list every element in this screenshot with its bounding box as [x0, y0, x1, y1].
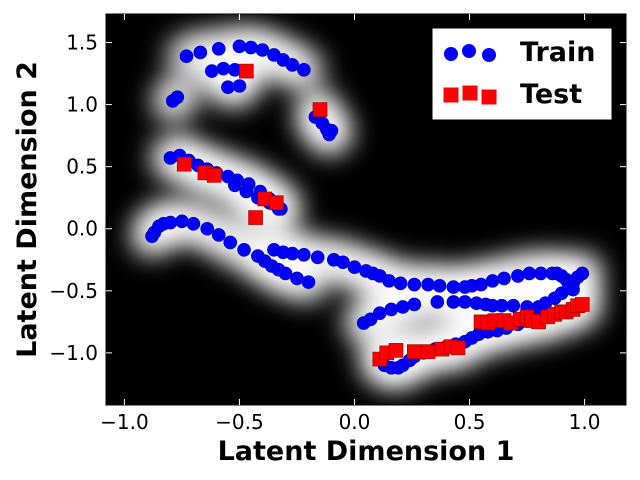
test-point	[312, 102, 328, 117]
train-point	[255, 43, 270, 57]
y-tick-label: −0.5	[49, 279, 98, 303]
test-point	[574, 297, 590, 312]
train-point	[446, 295, 461, 309]
legend-train-marker	[482, 48, 496, 62]
x-axis-label: Latent Dimension 1	[218, 436, 515, 467]
y-tick-label: 0.0	[66, 217, 98, 241]
legend-train-marker	[462, 44, 476, 58]
legend-train-marker	[444, 47, 458, 61]
test-point	[239, 63, 254, 79]
train-point	[407, 297, 422, 312]
train-point	[522, 266, 537, 281]
train-point	[232, 79, 247, 93]
train-point	[223, 235, 238, 250]
train-point	[193, 45, 208, 60]
train-point	[446, 280, 461, 294]
legend-box	[431, 27, 613, 121]
legend-test-marker	[481, 89, 497, 105]
train-point	[310, 250, 325, 265]
x-axis-ticks: −1.0 −0.5 0.0 0.5 1.0	[100, 14, 600, 434]
x-tick-label: 0.0	[339, 410, 371, 434]
train-point	[373, 306, 387, 320]
x-tick-label: 1.0	[569, 410, 601, 434]
train-point	[421, 277, 435, 292]
train-point	[458, 295, 472, 309]
train-point	[297, 63, 311, 77]
train-point	[211, 41, 226, 56]
train-point	[244, 40, 258, 55]
legend-label-test: Test	[520, 79, 582, 110]
train-point	[278, 266, 293, 281]
train-point	[216, 61, 231, 76]
y-tick-label: 0.5	[66, 155, 98, 179]
train-point	[290, 271, 304, 286]
train-point	[506, 298, 521, 313]
train-point	[221, 80, 235, 95]
test-point	[450, 340, 466, 356]
train-point	[497, 271, 511, 286]
test-point	[388, 343, 404, 358]
train-point	[175, 214, 189, 229]
train-point	[200, 221, 215, 236]
scatter-points	[145, 39, 590, 375]
test-point	[206, 168, 222, 183]
x-tick-label: 0.5	[454, 410, 486, 434]
test-point	[176, 156, 192, 172]
train-point	[186, 216, 201, 231]
train-point	[474, 277, 488, 292]
legend-label-train: Train	[520, 37, 595, 68]
train-point	[237, 243, 251, 257]
y-tick-label: −1.0	[49, 341, 98, 365]
train-point	[285, 58, 300, 72]
train-point	[396, 300, 410, 314]
train-point	[336, 255, 350, 270]
train-point	[494, 298, 509, 313]
train-point	[211, 228, 226, 242]
train-point	[407, 277, 422, 292]
y-axis-label: Latent Dimension 2	[12, 61, 43, 358]
train-point	[228, 178, 242, 193]
train-point	[575, 266, 590, 281]
legend-test-marker	[462, 85, 478, 101]
test-point	[420, 344, 436, 359]
train-point	[382, 274, 396, 288]
plot-frame	[105, 13, 627, 406]
train-point	[239, 184, 254, 199]
train-point	[285, 246, 300, 261]
train-point	[534, 266, 548, 281]
train-point	[301, 275, 316, 289]
train-point	[232, 39, 247, 54]
test-point	[268, 195, 284, 210]
y-tick-label: 1.5	[66, 31, 98, 55]
train-point	[163, 215, 178, 230]
legend-test-marker	[443, 87, 459, 103]
test-point	[248, 210, 263, 225]
train-point	[179, 49, 194, 64]
train-point	[205, 64, 219, 78]
x-tick-label: −1.0	[100, 410, 149, 434]
train-point	[511, 269, 525, 283]
train-point	[347, 260, 362, 275]
y-tick-label: 1.0	[66, 93, 98, 117]
train-point	[324, 123, 339, 138]
test-point	[407, 344, 422, 359]
x-tick-label: −0.5	[215, 410, 264, 434]
train-point	[430, 295, 445, 309]
train-point	[384, 302, 399, 317]
train-point	[432, 279, 447, 293]
legend: Train Test	[431, 27, 613, 121]
train-point	[170, 90, 185, 104]
train-point	[393, 276, 408, 291]
train-point	[485, 274, 500, 288]
y-axis-ticks: −1.0 −0.5 0.0 0.5 1.0 1.5	[49, 31, 626, 365]
train-point	[297, 248, 311, 262]
